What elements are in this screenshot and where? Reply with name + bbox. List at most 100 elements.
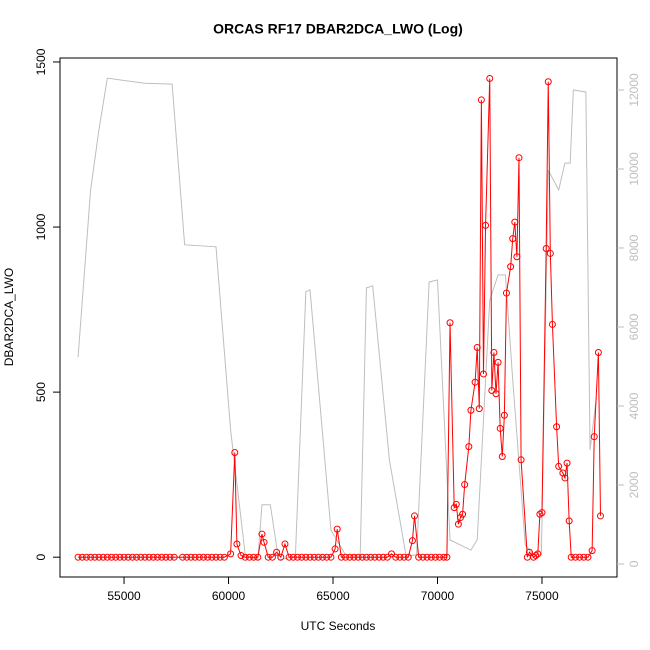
data-point — [82, 553, 90, 561]
data-point — [120, 553, 128, 561]
data-point — [145, 553, 153, 561]
data-point — [498, 452, 506, 460]
data-point — [534, 550, 542, 558]
data-point — [233, 540, 241, 548]
data-point — [108, 553, 116, 561]
data-point — [264, 553, 272, 561]
y-axis-label: DBAR2DCA_LWO — [2, 268, 16, 366]
data-point — [133, 553, 141, 561]
y2-tick-label: 10000 — [627, 152, 641, 186]
data-point — [137, 553, 145, 561]
y2-tick-label: 2000 — [627, 471, 641, 498]
data-point — [268, 553, 276, 561]
data-point — [446, 319, 454, 327]
data-point — [281, 540, 289, 548]
data-point — [95, 553, 103, 561]
data-point — [431, 553, 439, 561]
data-point — [371, 553, 379, 561]
data-point — [482, 221, 490, 229]
data-point — [467, 406, 475, 414]
data-point — [379, 553, 387, 561]
data-point — [479, 370, 487, 378]
data-point — [461, 481, 469, 489]
data-point — [538, 509, 546, 517]
data-point — [323, 553, 331, 561]
data-point — [477, 96, 485, 104]
data-point — [596, 512, 604, 520]
data-point — [124, 553, 132, 561]
data-point — [443, 553, 451, 561]
plot-frame — [59, 57, 618, 578]
data-point — [87, 553, 95, 561]
data-point — [314, 553, 322, 561]
data-point — [555, 462, 563, 470]
data-point — [473, 344, 481, 352]
x-tick-label: 70000 — [421, 589, 455, 603]
data-point — [298, 553, 306, 561]
data-point — [170, 553, 178, 561]
data-point — [396, 553, 404, 561]
data-point — [419, 553, 427, 561]
data-point — [404, 553, 412, 561]
data-point — [515, 154, 523, 162]
data-point — [411, 512, 419, 520]
y2-tick-label: 8000 — [627, 234, 641, 261]
data-point — [427, 553, 435, 561]
data-point — [588, 547, 596, 555]
data-point — [440, 553, 448, 561]
data-point — [333, 525, 341, 533]
data-point — [245, 553, 253, 561]
y-tick-label: 1500 — [34, 48, 48, 75]
data-point — [74, 553, 82, 561]
data-point — [302, 553, 310, 561]
data-point — [293, 553, 301, 561]
data-point — [590, 433, 598, 441]
data-point — [567, 553, 575, 561]
data-point — [576, 553, 584, 561]
data-point — [561, 474, 569, 482]
data-point — [153, 553, 161, 561]
x-tick-label: 75000 — [525, 589, 559, 603]
data-point — [128, 553, 136, 561]
data-point — [350, 553, 358, 561]
data-point — [509, 235, 517, 243]
data-point — [212, 553, 220, 561]
data-point — [565, 517, 573, 525]
data-point — [454, 520, 462, 528]
data-point — [408, 537, 416, 545]
data-point — [580, 553, 588, 561]
data-point — [536, 510, 544, 518]
data-point — [530, 553, 538, 561]
data-point — [112, 553, 120, 561]
data-point — [187, 553, 195, 561]
data-point — [310, 553, 318, 561]
data-point — [513, 253, 521, 261]
data-point — [342, 553, 350, 561]
data-point — [285, 553, 293, 561]
data-point — [490, 348, 498, 356]
data-point — [362, 553, 370, 561]
data-point — [103, 553, 111, 561]
data-point — [241, 553, 249, 561]
data-point — [500, 411, 508, 419]
data-point — [199, 553, 207, 561]
data-point — [358, 553, 366, 561]
data-point — [511, 218, 519, 226]
data-point — [594, 348, 602, 356]
data-point — [400, 553, 408, 561]
data-point — [277, 553, 285, 561]
data-point — [149, 553, 157, 561]
data-point — [494, 358, 502, 366]
data-point — [486, 74, 494, 82]
data-point — [99, 553, 107, 561]
data-point — [141, 553, 149, 561]
data-point — [544, 78, 552, 86]
chart-title: ORCAS RF17 DBAR2DCA_LWO (Log) — [213, 21, 463, 37]
data-point — [116, 553, 124, 561]
data-point — [78, 553, 86, 561]
data-point — [488, 386, 496, 394]
data-point — [162, 553, 170, 561]
data-point — [383, 553, 391, 561]
data-point — [553, 423, 561, 431]
data-point — [306, 553, 314, 561]
